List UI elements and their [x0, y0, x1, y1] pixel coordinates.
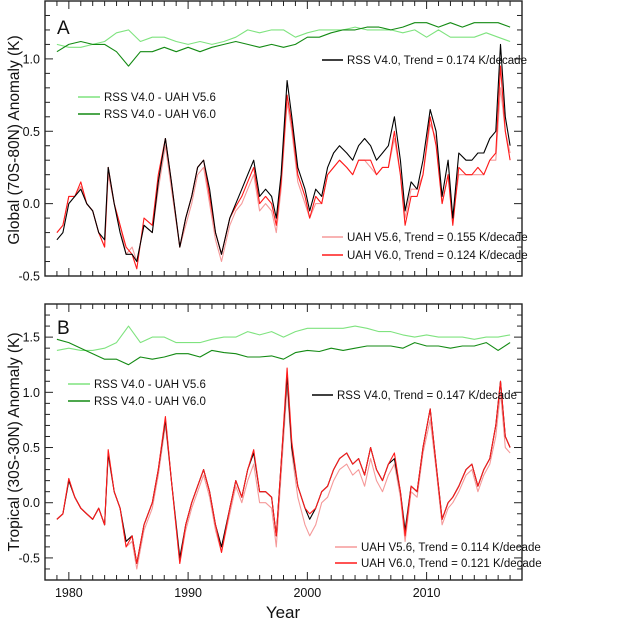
series-line [56, 338, 511, 366]
series-line [56, 325, 511, 351]
series-line [56, 386, 511, 570]
y-tick-label: -0.5 [18, 270, 40, 284]
series-line [56, 43, 511, 263]
legend-label: UAH V5.6, Trend = 0.155 K/decade [347, 232, 528, 244]
series-line [56, 22, 511, 67]
x-tick-label: 1990 [174, 586, 202, 600]
y-tick-label: 0.0 [23, 197, 40, 211]
panel-label: A [57, 18, 70, 39]
series-line [56, 26, 511, 48]
y-tick-label: 1.0 [23, 52, 40, 66]
x-tick-label: 2010 [413, 586, 441, 600]
x-tick-label: 1980 [55, 586, 83, 600]
legend-label: UAH V5.6, Trend = 0.114 K/decade [361, 542, 541, 554]
x-axis-label: Year [266, 603, 301, 622]
series-line [56, 367, 511, 564]
legend-label: UAH V6.0, Trend = 0.121 K/decade [361, 558, 542, 570]
legend-label: RSS V4.0, Trend = 0.147 K/decade [337, 390, 517, 402]
panel-label: B [57, 318, 70, 339]
legend-label: RSS V4.0 - UAH V6.0 [104, 109, 216, 121]
legend-label: RSS V4.0 - UAH V6.0 [94, 396, 206, 408]
series-line [56, 65, 511, 270]
y-tick-label: 1.5 [23, 331, 40, 345]
y-axis-label: Tropical (30S-30N) Anomaly (K) [6, 332, 23, 551]
x-tick-label: 2000 [293, 586, 321, 600]
y-tick-label: 0.0 [23, 496, 40, 510]
legend-label: RSS V4.0 - UAH V5.6 [94, 379, 206, 391]
y-tick-label: 1.0 [23, 386, 40, 400]
legend-label: RSS V4.0 - UAH V5.6 [104, 92, 216, 104]
legend-label: RSS V4.0, Trend = 0.174 K/decade [347, 55, 527, 67]
panel-b: -0.5 0.0 0.5 1.0 1.5 1980 1990 2000 2010 Tropical… [6, 303, 542, 600]
legend-label: UAH V6.0, Trend = 0.124 K/decade [347, 250, 528, 262]
y-tick-label: 0.5 [23, 125, 40, 139]
y-axis-label: Global (70S-80N) Anomaly (K) [6, 35, 23, 244]
y-tick-label: -0.5 [18, 551, 40, 565]
y-tick-label: 0.5 [23, 441, 40, 455]
